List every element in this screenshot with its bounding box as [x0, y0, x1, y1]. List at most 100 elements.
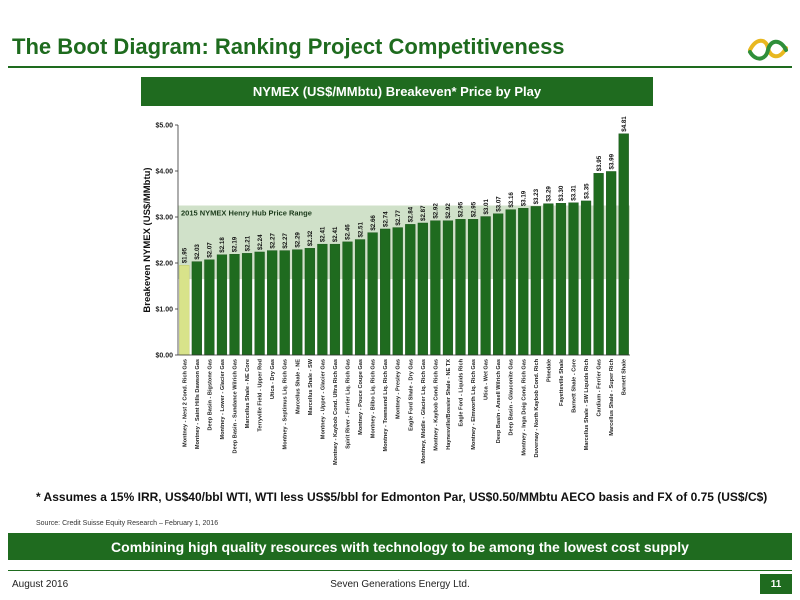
bar-value-label: $2.95: [470, 201, 477, 217]
bar-value-label: $2.27: [269, 233, 276, 249]
category-label: Utica - Dry Gas: [270, 359, 276, 399]
category-label: Cardium - Ferrier Gas: [597, 359, 603, 417]
bar-value-label: $2.41: [332, 226, 339, 242]
category-label: Spirit River - Ferrier Liq. Rich Gas: [346, 359, 352, 449]
category-label: Utica - Wet Gas: [484, 359, 490, 400]
bar-value-label: $3.07: [495, 196, 502, 212]
y-tick-label: $5.00: [155, 123, 173, 130]
bar-10: [304, 248, 315, 356]
category-label: Montney - Kaybob Cond. Rich Gas: [433, 359, 439, 451]
bar-0: [179, 265, 190, 356]
category-label: Montney - Lower - Glacier Gas: [220, 359, 226, 440]
footer-company: Seven Generations Energy Ltd.: [330, 579, 470, 590]
bar-28: [530, 206, 541, 356]
bar-value-label: $3.16: [508, 192, 515, 208]
category-label: Montney - Saint Hills Dawson Gas: [195, 359, 201, 449]
bar-33: [593, 173, 604, 356]
bar-value-label: $2.66: [370, 215, 377, 231]
bar-6: [254, 251, 265, 356]
category-label: Montney - Upper - Glacier Gas: [320, 359, 326, 439]
summary-banner: Combining high quality resources with te…: [8, 533, 792, 560]
bar-value-label: $3.19: [520, 190, 527, 206]
category-label: Montney - Townsend Liq. Rich Gas: [383, 359, 389, 452]
bar-value-label: $2.84: [407, 206, 414, 222]
bar-8: [279, 250, 290, 356]
bar-17: [392, 227, 403, 356]
category-label: Montney, Middle - Glacier Liq. Rich Gas: [421, 359, 427, 464]
category-label: Terryville Field - Upper Rod: [258, 358, 264, 431]
bar-2: [204, 259, 215, 356]
bar-value-label: $2.92: [433, 203, 440, 219]
price-range-band-label: 2015 NYMEX Henry Hub Price Range: [181, 209, 312, 218]
category-label: Montney - Elmworth Liq. Rich Gas: [471, 359, 477, 450]
category-label: Marcellus Shale - NE Core: [245, 359, 251, 428]
bar-26: [505, 209, 516, 356]
y-tick-label: $0.00: [155, 353, 173, 360]
bar-7: [267, 250, 278, 356]
bar-18: [405, 224, 416, 356]
bar-22: [455, 219, 466, 356]
price-range-band: [178, 205, 630, 280]
category-label: Fayetteville Shale: [559, 359, 565, 406]
category-label: Eagle Ford Shale - Dry Gas: [408, 359, 414, 431]
bar-15: [367, 232, 378, 356]
bar-23: [467, 219, 479, 356]
category-label: Deep Basin - Sundance Wilrich Gas: [233, 359, 239, 453]
category-label: Pinedale: [546, 359, 552, 382]
bar-value-label: $2.19: [232, 236, 239, 252]
bar-value-label: $3.31: [571, 185, 578, 201]
bar-value-label: $2.29: [294, 232, 301, 248]
title-rule: [8, 66, 792, 68]
category-label: Deep Basin - Bigstone Gas: [207, 359, 213, 431]
bar-31: [568, 202, 579, 356]
bar-16: [380, 228, 391, 356]
bar-value-label: $3.35: [583, 183, 590, 199]
breakeven-bar-chart: 2015 NYMEX Henry Hub Price Range $0.00 $1…: [142, 116, 630, 465]
bar-value-label: $2.27: [282, 233, 289, 249]
category-label: Montney - Inga Doig Cond. Rich Gas: [521, 359, 527, 456]
bar-value-label: $2.87: [420, 205, 427, 221]
bar-value-label: $2.51: [357, 221, 364, 237]
category-label: Montney - Pouce Coupe Gas: [358, 359, 364, 435]
bar-value-label: $1.95: [181, 247, 188, 263]
bar-32: [580, 200, 592, 356]
company-logo-icon: [748, 38, 788, 61]
bar-value-label: $2.41: [320, 226, 327, 242]
bar-value-label: $3.95: [596, 155, 603, 171]
bar-12: [329, 243, 341, 356]
bar-value-label: $3.01: [483, 198, 490, 214]
bar-value-label: $3.23: [533, 188, 540, 204]
bar-value-label: $2.03: [194, 244, 201, 260]
chart-title: NYMEX (US$/MMbtu) Breakeven* Price by Pl…: [141, 77, 653, 106]
category-label: Deep Basin - Ansell Wilrich Gas: [496, 359, 502, 443]
bar-25: [493, 213, 504, 356]
bar-value-label: $3.29: [546, 186, 553, 202]
bar-value-label: $2.77: [395, 210, 402, 226]
category-label: Barnett Shale: [622, 359, 628, 395]
bar-35: [618, 133, 629, 356]
bar-value-label: $3.30: [558, 185, 565, 201]
category-label: Montney - Presley Gas: [396, 359, 402, 419]
bar-13: [342, 241, 353, 356]
bar-value-label: $2.24: [257, 234, 264, 250]
y-axis-title: Breakeven NYMEX (US$/MMbtu): [142, 167, 153, 312]
bar-1: [191, 261, 202, 356]
category-label: Montney - Kaybob Cond. Ultra Rich Gas: [333, 359, 339, 465]
bar-3: [216, 254, 228, 356]
bar-value-label: $2.32: [307, 230, 314, 246]
bar-value-label: $2.46: [345, 224, 352, 240]
bar-30: [555, 202, 567, 356]
y-tick-label: $4.00: [155, 169, 173, 176]
category-label: Marcellus Shale - SW: [308, 358, 314, 415]
category-label: Duvernay - North Kaybob Cond. Rich: [534, 358, 540, 457]
bar-20: [430, 220, 441, 356]
bar-value-label: $2.18: [219, 237, 226, 253]
category-label: Barnett Shale - Core: [572, 359, 578, 413]
bar-24: [480, 216, 491, 356]
bar-27: [518, 208, 529, 356]
source-note: Source: Credit Suisse Equity Research – …: [36, 520, 219, 527]
bar-21: [442, 220, 454, 356]
category-label: Marcellus Shale - Super Rich: [609, 358, 615, 435]
bar-4: [229, 254, 240, 356]
bar-value-label: $2.95: [458, 201, 465, 217]
